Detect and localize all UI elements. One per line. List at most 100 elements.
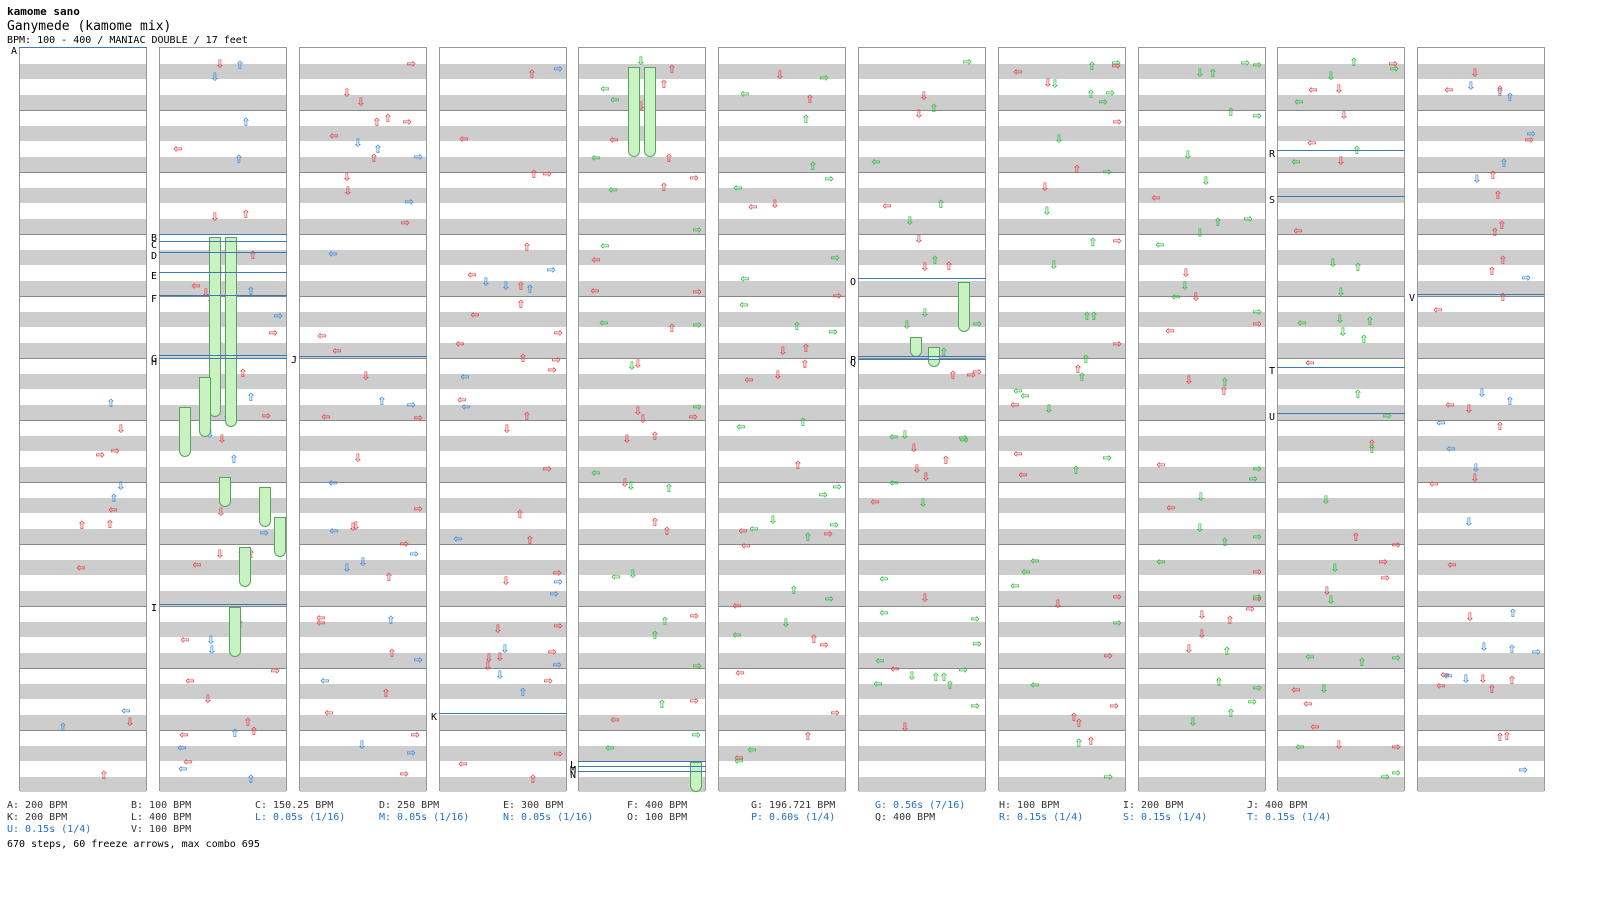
down-arrow-icon: ⇩ <box>920 303 930 321</box>
up-arrow-icon: ⇧ <box>1507 639 1517 657</box>
chart-column: ⇦ ⇧ ⇨ ⇨ ⇦ ⇩ ⇩ ⇦ ⇦ ⇧ ⇨ ⇩ ⇨ ⇨ ⇧ ⇦ ⇨ ⇧ ⇨ ⇦ ⇨ ⇨ ⇧ ⇦ ⇧ ⇩ ⇩ ⇦ ⇧ ⇩ ⇩ ⇨ ⇧ ⇦ ⇦ ⇧ ⇦ ⇩ ⇧ ⇦… <box>578 47 706 792</box>
beat-stripe <box>1278 621 1404 637</box>
beat-stripe <box>1278 528 1404 544</box>
up-arrow-icon: ⇧ <box>944 256 954 274</box>
down-arrow-icon: ⇩ <box>905 211 915 229</box>
beat-stripe <box>999 590 1125 606</box>
beat-stripe <box>1418 249 1544 265</box>
up-arrow-icon: ⇧ <box>1505 87 1515 105</box>
left-arrow-icon: ⇦ <box>460 367 470 385</box>
beat-stripe <box>859 280 985 296</box>
up-arrow-icon: ⇧ <box>1353 384 1363 402</box>
left-arrow-icon: ⇦ <box>453 529 463 547</box>
up-arrow-icon: ⇧ <box>1505 391 1515 409</box>
event-marker-line <box>159 358 287 359</box>
right-arrow-icon: ⇨ <box>553 616 563 634</box>
left-arrow-icon: ⇦ <box>870 492 880 510</box>
beat-stripe <box>579 714 705 730</box>
left-arrow-icon: ⇦ <box>1018 465 1028 483</box>
up-arrow-icon: ⇧ <box>235 55 245 73</box>
up-arrow-icon: ⇧ <box>936 194 946 212</box>
right-arrow-icon: ⇨ <box>958 660 968 678</box>
right-arrow-icon: ⇨ <box>406 54 416 72</box>
right-arrow-icon: ⇨ <box>1389 59 1399 77</box>
left-arrow-icon: ⇦ <box>735 663 745 681</box>
measure-line <box>20 544 146 545</box>
beat-stripe <box>160 745 286 761</box>
beat-stripe <box>20 621 146 637</box>
left-arrow-icon: ⇦ <box>1308 80 1318 98</box>
up-arrow-icon: ⇧ <box>650 625 660 643</box>
song-title: Ganymede (kamome mix) <box>7 19 172 34</box>
left-arrow-icon: ⇦ <box>183 752 193 770</box>
measure-line <box>999 668 1125 669</box>
beat-stripe <box>1418 714 1544 730</box>
right-arrow-icon: ⇨ <box>1248 469 1258 487</box>
event-marker-label: E <box>151 271 158 282</box>
measure-line <box>300 482 426 483</box>
beat-stripe <box>579 776 705 792</box>
up-arrow-icon: ⇧ <box>1226 703 1236 721</box>
beat-stripe <box>719 714 845 730</box>
beat-stripe <box>1278 342 1404 358</box>
beat-stripe <box>1139 404 1265 420</box>
right-arrow-icon: ⇨ <box>692 656 702 674</box>
beat-stripe <box>300 404 426 420</box>
measure-line <box>1139 296 1265 297</box>
beat-stripe <box>719 590 845 606</box>
left-arrow-icon: ⇦ <box>108 500 118 518</box>
beat-stripe <box>859 404 985 420</box>
right-arrow-icon: ⇨ <box>259 523 269 541</box>
right-arrow-icon: ⇨ <box>1102 162 1112 180</box>
beat-stripe <box>1278 497 1404 513</box>
right-arrow-icon: ⇨ <box>692 282 702 300</box>
down-arrow-icon: ⇩ <box>495 647 505 665</box>
measure-line <box>579 544 705 545</box>
right-arrow-icon: ⇨ <box>1518 760 1528 778</box>
beat-stripe <box>300 94 426 110</box>
down-arrow-icon: ⇩ <box>1338 322 1348 340</box>
beat-stripe <box>20 683 146 699</box>
up-arrow-icon: ⇧ <box>230 723 240 741</box>
measure-line <box>859 296 985 297</box>
legend-entry: R: 0.15s (1/4) <box>999 812 1084 823</box>
beat-stripe <box>300 466 426 482</box>
down-arrow-icon: ⇩ <box>217 429 227 447</box>
beat-stripe <box>160 404 286 420</box>
right-arrow-icon: ⇨ <box>829 515 839 533</box>
beat-stripe <box>440 311 566 327</box>
legend-entry: I: 200 BPM <box>1123 800 1184 811</box>
down-arrow-icon: ⇩ <box>210 207 220 225</box>
event-marker-line <box>1277 367 1405 368</box>
left-arrow-icon: ⇦ <box>1156 552 1166 570</box>
event-marker-line <box>1417 294 1545 295</box>
measure-line <box>300 172 426 173</box>
freeze-arrow <box>628 67 640 157</box>
beat-stripe <box>859 218 985 234</box>
down-arrow-icon: ⇩ <box>358 552 368 570</box>
beat-stripe <box>719 187 845 203</box>
beat-stripe <box>20 466 146 482</box>
down-arrow-icon: ⇩ <box>493 619 503 637</box>
left-arrow-icon: ⇦ <box>738 521 748 539</box>
beat-stripe <box>719 559 845 575</box>
freeze-arrow <box>225 237 237 427</box>
measure-line <box>1418 420 1544 421</box>
down-arrow-icon: ⇩ <box>1196 487 1206 505</box>
right-arrow-icon: ⇨ <box>542 459 552 477</box>
freeze-arrow <box>239 547 251 587</box>
down-arrow-icon: ⇩ <box>125 712 135 730</box>
event-marker-line <box>159 272 287 273</box>
beat-stripe <box>859 776 985 792</box>
right-arrow-icon: ⇨ <box>689 691 699 709</box>
measure-line <box>859 358 985 359</box>
down-arrow-icon: ⇩ <box>1478 669 1488 687</box>
beat-stripe <box>719 156 845 172</box>
beat-stripe <box>1418 528 1544 544</box>
event-marker-line <box>159 252 287 253</box>
beat-stripe <box>1139 714 1265 730</box>
left-arrow-icon: ⇦ <box>732 596 742 614</box>
up-arrow-icon: ⇧ <box>803 527 813 545</box>
down-arrow-icon: ⇩ <box>501 276 511 294</box>
right-arrow-icon: ⇨ <box>553 572 563 590</box>
